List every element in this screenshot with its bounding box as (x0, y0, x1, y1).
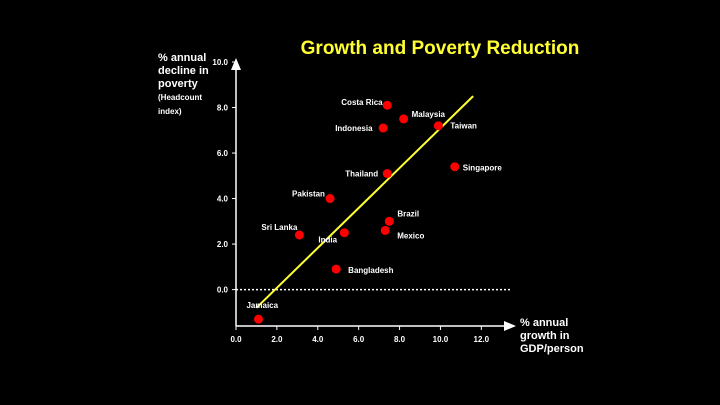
data-point-label: Indonesia (335, 124, 373, 133)
data-point-label: Thailand (345, 170, 378, 179)
data-point-label: Mexico (397, 231, 424, 240)
data-point (450, 162, 460, 172)
y-axis-arrow (231, 58, 241, 70)
x-tick-label: 2.0 (271, 335, 283, 344)
y-axis-label-line-3: poverty (158, 78, 198, 90)
y-tick-label: 8.0 (217, 104, 229, 113)
y-axis-label-line-2: decline in (158, 65, 209, 77)
y-tick-label: 10.0 (212, 58, 228, 67)
x-tick-label: 8.0 (394, 335, 406, 344)
data-point-label: Bangladesh (348, 266, 393, 275)
chart-title: Growth and Poverty Reduction (300, 38, 580, 59)
data-point (294, 230, 304, 240)
x-tick-label: 10.0 (433, 335, 449, 344)
y-axis-sublabel-line-1: (Headcount (158, 93, 202, 102)
x-axis-label-line-2: growth in (520, 330, 570, 342)
data-point-label: Brazil (397, 209, 419, 218)
data-point (325, 194, 335, 204)
x-axis-label-line-3: GDP/person (520, 343, 584, 355)
data-point-label: India (318, 236, 337, 245)
data-point (331, 264, 341, 274)
data-point (382, 169, 392, 179)
x-axis-label-line-1: % annual (520, 317, 569, 329)
x-tick-label: 4.0 (312, 335, 324, 344)
y-tick-label: 6.0 (217, 149, 229, 158)
y-axis-label: % annual decline in poverty (Headcount i… (158, 52, 209, 119)
trend-line (255, 95, 474, 309)
x-tick-label: 0.0 (230, 335, 242, 344)
data-point (378, 123, 388, 133)
y-tick-label: 0.0 (217, 286, 229, 295)
data-point-label: Costa Rica (341, 98, 383, 107)
data-point (382, 100, 392, 110)
y-tick-label: 2.0 (217, 240, 229, 249)
y-axis-label-line-1: % annual (158, 52, 207, 64)
data-point (384, 216, 394, 226)
data-point (399, 114, 409, 124)
x-tick-label: 12.0 (474, 335, 490, 344)
data-point-label: Taiwan (450, 122, 477, 131)
y-tick-label: 4.0 (217, 195, 229, 204)
data-point-label: Jamaica (246, 301, 278, 310)
y-axis-sublabel-line-2: index) (158, 107, 182, 116)
data-point (433, 121, 443, 131)
data-point-label: Malaysia (412, 110, 446, 119)
data-point-label: Singapore (463, 164, 503, 173)
data-point (380, 225, 390, 235)
data-point (253, 314, 263, 324)
x-axis-label: % annual growth in GDP/person (520, 317, 610, 356)
data-point (339, 228, 349, 238)
data-point-label: Sri Lanka (261, 223, 298, 232)
x-axis-arrow (504, 321, 516, 331)
data-point-label: Pakistan (292, 190, 325, 199)
x-tick-label: 6.0 (353, 335, 365, 344)
